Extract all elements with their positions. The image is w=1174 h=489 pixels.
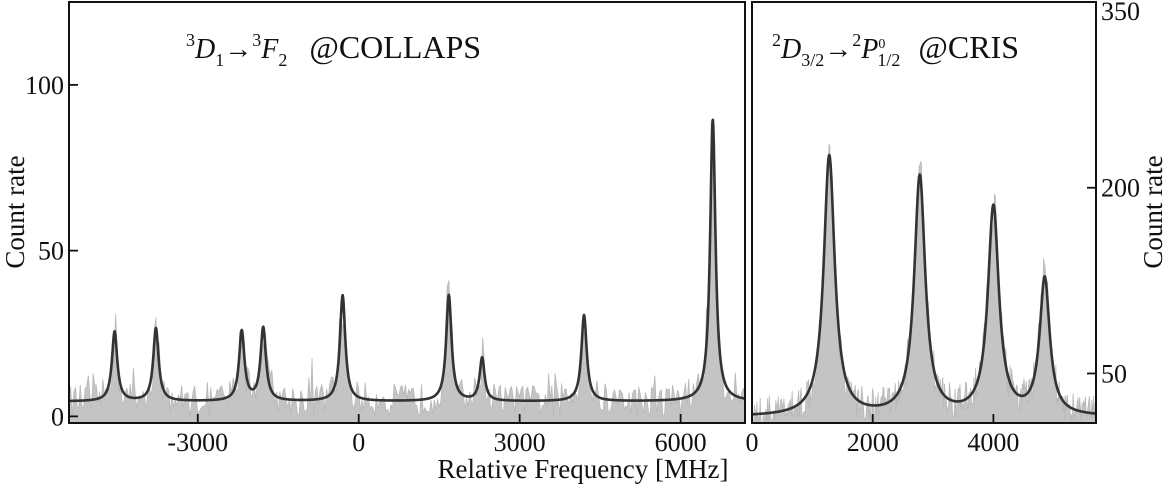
- collaps-y-axis-title: Count rate: [0, 155, 30, 268]
- cris-y-tick-label: 350: [1101, 0, 1140, 26]
- cris-x-ticks: 0 2000 4000: [746, 414, 1019, 457]
- x-axis-title: Relative Frequency [MHz]: [438, 454, 729, 484]
- collaps-y-tick-label: 100: [25, 71, 64, 100]
- collaps-y-ticks: 0 50 100: [25, 71, 78, 431]
- cris-fit-curve: [750, 153, 1098, 416]
- cris-x-tick-label: 4000: [967, 428, 1019, 457]
- collaps-spectrum-area: [68, 119, 746, 424]
- collaps-x-tick-label: -3000: [167, 428, 228, 457]
- cris-x-tick-label: 2000: [847, 428, 899, 457]
- cris-y-ticks: 50 200 350: [1087, 0, 1140, 388]
- collaps-x-tick-label: 3000: [494, 428, 546, 457]
- collaps-fit-curve: [68, 118, 746, 403]
- collaps-x-tick-label: 0: [352, 428, 365, 457]
- cris-y-tick-label: 200: [1101, 174, 1140, 203]
- cris-y-axis-title: Count rate: [1138, 155, 1168, 268]
- collaps-plot-frame: [68, 1, 746, 424]
- collaps-x-tick-label: 6000: [655, 428, 707, 457]
- cris-panel: 0 2000 4000 50 200 350 2D3/2→2P0 1/2 @CRIS Cou…: [746, 0, 1169, 457]
- cris-x-tick-label: 0: [746, 428, 759, 457]
- collaps-spectrum: [68, 119, 746, 424]
- collaps-transition-label: 3D1→3F2 @COLLAPS: [186, 29, 481, 70]
- collaps-y-tick-label: 50: [38, 237, 64, 266]
- collaps-panel: -3000 0 3000 6000 0 50 100 3D1→3F2 @COLLAPS Co…: [0, 1, 746, 457]
- collaps-y-tick-label: 0: [51, 402, 64, 431]
- cris-y-tick-label: 50: [1101, 359, 1127, 388]
- collaps-x-ticks: -3000 0 3000 6000: [167, 414, 707, 457]
- cris-transition-label: 2D3/2→2P0 1/2 @CRIS: [772, 29, 1019, 70]
- cris-plot-frame: [751, 1, 1097, 424]
